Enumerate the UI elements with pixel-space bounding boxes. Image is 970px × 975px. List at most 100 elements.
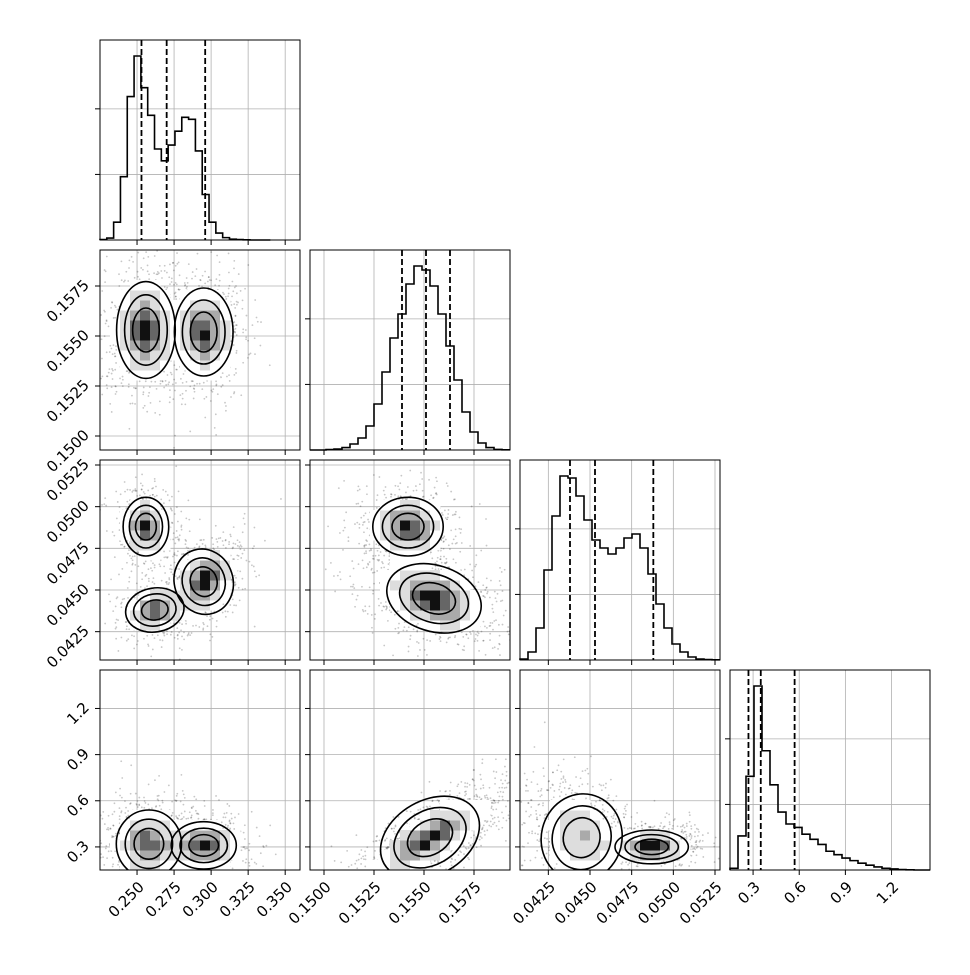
sample-point <box>446 482 448 484</box>
sample-point <box>171 278 173 280</box>
sample-point <box>374 571 376 573</box>
sample-point <box>176 263 178 265</box>
sample-point <box>381 610 383 612</box>
sample-point <box>130 557 132 559</box>
sample-point <box>455 543 457 545</box>
sample-point <box>489 633 491 635</box>
sample-point <box>105 323 107 325</box>
sample-point <box>149 241 151 243</box>
sample-point <box>179 647 181 649</box>
sample-point <box>232 599 234 601</box>
sample-point <box>96 298 98 300</box>
sample-point <box>239 548 241 550</box>
sample-point <box>88 368 90 370</box>
sample-point <box>211 636 213 638</box>
sample-point <box>147 256 149 258</box>
sample-point <box>172 539 174 541</box>
sample-point <box>162 640 164 642</box>
sample-point <box>219 280 221 282</box>
sample-point <box>486 593 488 595</box>
sample-point <box>175 298 177 300</box>
sample-point <box>106 530 108 532</box>
sample-point <box>225 547 227 549</box>
sample-point <box>150 873 152 875</box>
density-cell <box>410 520 421 531</box>
sample-point <box>209 640 211 642</box>
sample-point <box>143 638 145 640</box>
sample-point <box>365 550 367 552</box>
sample-point <box>494 591 496 593</box>
sample-point <box>400 475 402 477</box>
sample-point <box>164 270 166 272</box>
sample-point <box>151 875 153 877</box>
sample-point <box>228 541 230 543</box>
sample-point <box>365 544 367 546</box>
sample-point <box>247 357 249 359</box>
sample-point <box>254 570 256 572</box>
sample-point <box>378 555 380 557</box>
sample-point <box>211 537 213 539</box>
sample-point <box>170 564 172 566</box>
density-cell <box>210 600 221 611</box>
sample-point <box>435 492 437 494</box>
sample-point <box>177 578 179 580</box>
sample-point <box>131 223 133 225</box>
sample-point <box>242 328 244 330</box>
sample-point <box>93 326 95 328</box>
sample-point <box>235 328 237 330</box>
sample-point <box>116 598 118 600</box>
sample-point <box>183 373 185 375</box>
sample-point <box>143 387 145 389</box>
sample-point <box>219 537 221 539</box>
sample-point <box>199 539 201 541</box>
sample-point <box>159 400 161 402</box>
sample-point <box>222 531 224 533</box>
sample-point <box>118 574 120 576</box>
sample-point <box>153 577 155 579</box>
density-cell <box>200 330 211 341</box>
hist-panel-1 <box>305 250 510 455</box>
sample-point <box>114 556 116 558</box>
sample-point <box>111 373 113 375</box>
sample-point <box>333 575 335 577</box>
sample-point <box>491 604 493 606</box>
sample-point <box>223 813 225 815</box>
sample-point <box>228 374 230 376</box>
sample-point <box>212 388 214 390</box>
sample-point <box>490 622 492 624</box>
sample-point <box>121 606 123 608</box>
sample-point <box>115 386 117 388</box>
sample-point <box>146 411 148 413</box>
sample-point <box>145 561 147 563</box>
sample-point <box>459 551 461 553</box>
sample-point <box>185 539 187 541</box>
sample-point <box>358 543 360 545</box>
sample-point <box>128 386 130 388</box>
sample-point <box>181 553 183 555</box>
sample-point <box>119 815 121 817</box>
sample-point <box>418 642 420 644</box>
sample-point <box>202 628 204 630</box>
sample-point <box>114 356 116 358</box>
sample-point <box>104 281 106 283</box>
density-cell <box>200 570 211 581</box>
sample-point <box>460 532 462 534</box>
sample-point <box>436 480 438 482</box>
sample-point <box>233 374 235 376</box>
sample-point <box>445 558 447 560</box>
sample-point <box>104 623 106 625</box>
sample-point <box>134 564 136 566</box>
sample-point <box>160 383 162 385</box>
density-cell <box>430 600 441 611</box>
sample-point <box>127 553 129 555</box>
sample-point <box>236 301 238 303</box>
sample-point <box>121 456 123 458</box>
sample-point <box>112 610 114 612</box>
sample-point <box>489 639 491 641</box>
sample-point <box>96 608 98 610</box>
sample-point <box>154 255 156 257</box>
sample-point <box>235 352 237 354</box>
sample-point <box>235 605 237 607</box>
sample-point <box>530 655 532 657</box>
sample-point <box>169 389 171 391</box>
